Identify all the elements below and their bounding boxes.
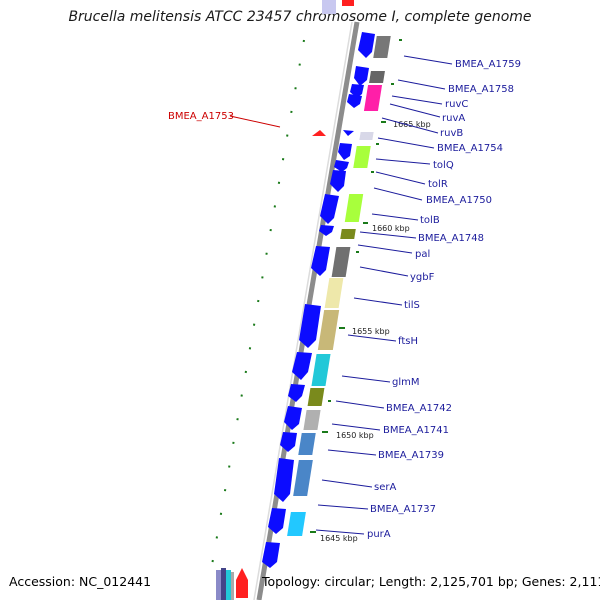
gene-arrow bbox=[338, 143, 352, 160]
kbp-marker: 1655 kbp bbox=[352, 327, 390, 336]
gene-label[interactable]: ruvA bbox=[442, 113, 465, 124]
highlighted-gene-label[interactable]: BMEA_A1753 bbox=[168, 111, 234, 122]
gene-label[interactable]: BMEA_A1754 bbox=[437, 143, 503, 154]
top-partial-features bbox=[322, 0, 354, 14]
gene-arrow bbox=[330, 170, 346, 192]
inner-ticks bbox=[310, 39, 402, 533]
gene-box bbox=[298, 433, 316, 455]
gene-arrow bbox=[311, 246, 330, 276]
gene-label[interactable]: BMEA_A1737 bbox=[370, 504, 436, 515]
gene-label[interactable]: tolB bbox=[420, 215, 440, 226]
map-title: Brucella melitensis ATCC 23457 chromosom… bbox=[68, 9, 532, 25]
gene-box bbox=[307, 388, 325, 406]
gene-arrow bbox=[292, 352, 312, 380]
gene-arrow bbox=[288, 384, 305, 402]
gene-label[interactable]: BMEA_A1748 bbox=[418, 233, 484, 244]
gene-label[interactable]: serA bbox=[374, 482, 396, 493]
gene-label[interactable]: tolR bbox=[428, 179, 448, 190]
gene-box bbox=[317, 310, 340, 350]
gene-box bbox=[303, 410, 321, 430]
gene-box bbox=[287, 512, 306, 536]
gene-arrows bbox=[262, 32, 375, 568]
gene-arrow bbox=[280, 432, 297, 452]
gene-label[interactable]: pal bbox=[415, 249, 430, 260]
kbp-marker: 1645 kbp bbox=[320, 534, 358, 543]
label-leaders bbox=[229, 55, 453, 535]
gene-arrow bbox=[358, 32, 375, 58]
gene-box bbox=[359, 132, 374, 140]
gene-arrow bbox=[268, 508, 286, 534]
gene-label[interactable]: glmM bbox=[392, 377, 420, 388]
kbp-marker: 1650 kbp bbox=[336, 431, 374, 440]
highlight-marker bbox=[312, 130, 326, 136]
gene-function-boxes bbox=[287, 36, 391, 536]
gene-label[interactable]: BMEA_A1750 bbox=[426, 195, 492, 206]
gene-arrow bbox=[354, 66, 369, 86]
gene-label[interactable]: ruvB bbox=[440, 128, 463, 139]
gene-arrow bbox=[284, 406, 302, 430]
gene-label[interactable]: BMEA_A1741 bbox=[383, 425, 449, 436]
gene-label[interactable]: BMEA_A1758 bbox=[448, 84, 514, 95]
gene-label[interactable]: ygbF bbox=[410, 272, 435, 283]
gene-arrow bbox=[320, 194, 339, 224]
gene-label[interactable]: tilS bbox=[404, 300, 420, 311]
gene-box bbox=[363, 85, 383, 111]
gene-label[interactable]: purA bbox=[367, 529, 391, 540]
gene-arrow bbox=[274, 458, 294, 502]
gene-box bbox=[373, 36, 391, 58]
gene-labels: BMEA_A1759 BMEA_A1758 ruvC ruvA ruvB BME… bbox=[168, 59, 521, 540]
gene-label[interactable]: ruvC bbox=[445, 99, 468, 110]
position-markers: 1665 kbp 1660 kbp 1655 kbp 1650 kbp 1645… bbox=[320, 120, 431, 543]
gene-box bbox=[369, 71, 385, 83]
gene-label[interactable]: BMEA_A1739 bbox=[378, 450, 444, 461]
kbp-marker: 1660 kbp bbox=[372, 224, 410, 233]
bottom-partial-features bbox=[216, 568, 248, 600]
gene-arrow bbox=[262, 542, 280, 568]
gene-box bbox=[331, 247, 351, 277]
gene-box bbox=[340, 229, 356, 239]
gene-label[interactable]: BMEA_A1759 bbox=[455, 59, 521, 70]
kbp-marker: 1665 kbp bbox=[393, 120, 431, 129]
gene-arrow bbox=[343, 130, 354, 136]
gene-arrow bbox=[350, 84, 364, 98]
gene-box bbox=[311, 354, 331, 386]
gene-box bbox=[293, 460, 313, 496]
gene-label[interactable]: ftsH bbox=[398, 336, 418, 347]
gene-arrow bbox=[319, 225, 334, 236]
gene-arrow bbox=[299, 304, 321, 348]
gene-label[interactable]: tolQ bbox=[433, 160, 454, 171]
genome-summary: Topology: circular; Length: 2,125,701 bp… bbox=[262, 574, 600, 589]
gene-box bbox=[324, 278, 344, 308]
gene-arrow bbox=[334, 160, 349, 172]
gene-arrow bbox=[347, 94, 362, 108]
gene-label[interactable]: BMEA_A1742 bbox=[386, 403, 452, 414]
gene-box bbox=[344, 194, 364, 222]
gene-box bbox=[353, 146, 371, 168]
accession-label: Accession: NC_012441 bbox=[9, 574, 152, 589]
